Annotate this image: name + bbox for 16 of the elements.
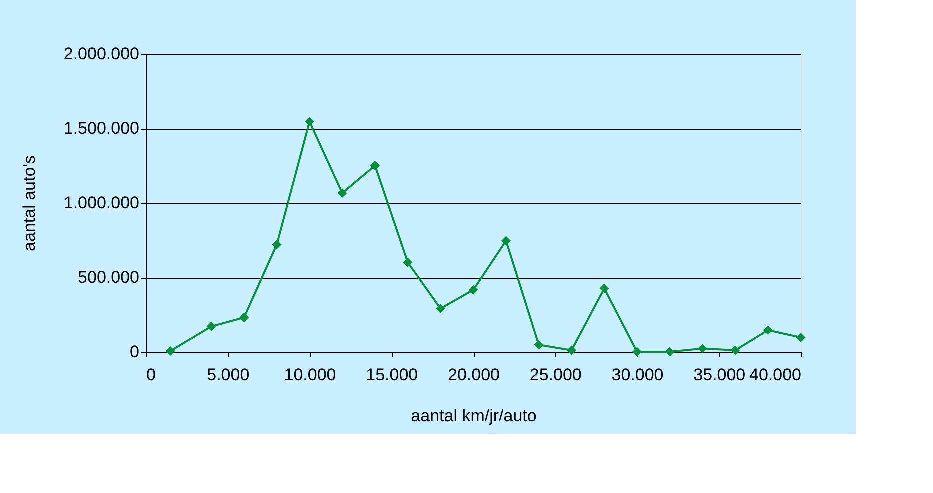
x-tick-label: 35.000 <box>694 366 746 384</box>
y-tick-label: 0 <box>130 342 140 362</box>
x-tick-label: 15.000 <box>366 366 418 384</box>
y-tick-label: 2.000.000 <box>64 44 140 64</box>
x-tick-label: 20.000 <box>448 366 500 384</box>
x-tick-label: 30.000 <box>612 366 664 384</box>
y-tick-label: 1.500.000 <box>64 119 140 138</box>
y-tick-label: 500.000 <box>78 268 140 287</box>
x-tick-label: 10.000 <box>284 366 336 384</box>
x-axis-title: aantal km/jr/auto <box>411 406 537 426</box>
x-tick-label: 40.000 <box>750 366 802 384</box>
y-tick-label: 1.000.000 <box>64 194 140 212</box>
x-tick-label: 0 <box>146 366 156 384</box>
y-axis-title: aantal auto's <box>20 156 39 252</box>
x-tick-label: 5.000 <box>207 366 250 384</box>
x-tick-label: 25.000 <box>530 366 582 384</box>
